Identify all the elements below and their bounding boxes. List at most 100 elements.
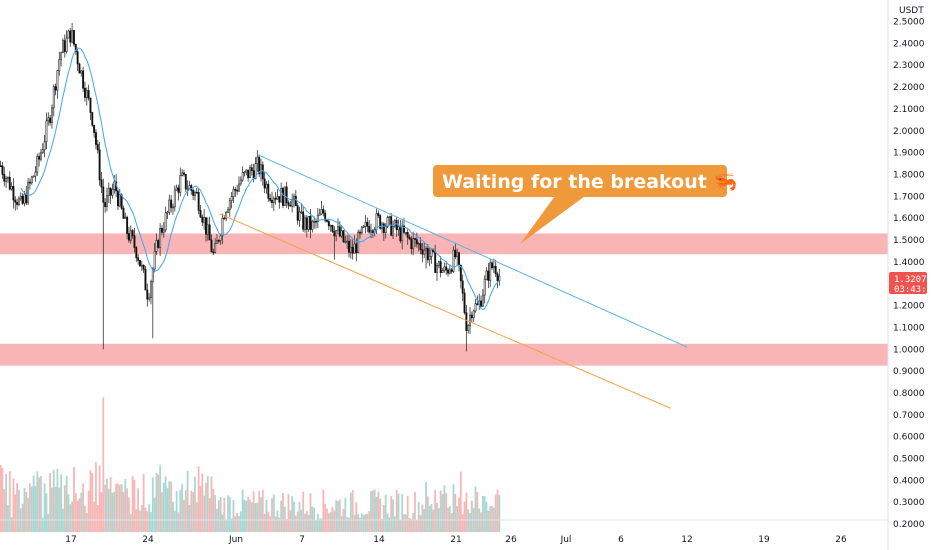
volume-bar bbox=[190, 490, 193, 533]
volume-bar bbox=[375, 496, 378, 533]
candle-body bbox=[238, 183, 240, 192]
volume-bar bbox=[131, 476, 134, 533]
y-tick-label: 0.8000 bbox=[893, 389, 925, 399]
volume-bar bbox=[384, 494, 387, 533]
candle-body bbox=[82, 70, 85, 89]
volume-bar bbox=[274, 516, 277, 533]
volume-bar bbox=[289, 510, 292, 533]
candle-body bbox=[304, 217, 306, 230]
volume-bar bbox=[239, 511, 242, 533]
volume-bar bbox=[89, 470, 92, 533]
volume-bar bbox=[351, 490, 354, 533]
x-tick-label: 26 bbox=[835, 535, 847, 545]
y-tick-label: 0.9000 bbox=[893, 367, 925, 377]
volume-bar bbox=[428, 505, 431, 533]
volume-bar bbox=[474, 486, 477, 533]
candle-body bbox=[234, 188, 237, 191]
volume-bar bbox=[206, 475, 209, 533]
candle-body bbox=[144, 269, 147, 291]
volume-bar bbox=[470, 500, 473, 533]
time-axis[interactable]: 17 24 Jun 7 14 21 26 Jul 6 12 19 26 bbox=[65, 535, 847, 545]
volume-bar bbox=[291, 496, 294, 533]
volume-bar bbox=[107, 488, 110, 533]
candle-body bbox=[106, 195, 108, 207]
candle-body bbox=[205, 217, 207, 235]
candle-body bbox=[318, 213, 321, 216]
volume-bar bbox=[1, 467, 4, 533]
y-tick-label: 2.3000 bbox=[893, 61, 925, 71]
volume-bar bbox=[150, 512, 152, 533]
candle-body bbox=[56, 70, 59, 91]
currency-label: USDT bbox=[899, 6, 924, 16]
candle-body bbox=[5, 178, 8, 182]
volume-bar bbox=[128, 497, 130, 533]
candle-body bbox=[69, 30, 72, 43]
candle-body bbox=[102, 186, 105, 203]
volume-bar bbox=[14, 494, 17, 533]
candle-body bbox=[278, 196, 281, 203]
candle-body bbox=[91, 112, 94, 126]
y-tick-label: 1.8000 bbox=[893, 170, 925, 180]
candle-body bbox=[263, 178, 266, 189]
candle-body bbox=[159, 228, 162, 248]
candle-body bbox=[173, 189, 176, 208]
volume-bar bbox=[249, 499, 251, 533]
candle-body bbox=[131, 230, 134, 237]
candle-body bbox=[203, 217, 206, 223]
candle-body bbox=[496, 273, 499, 282]
candle-body bbox=[216, 240, 218, 244]
candle-body bbox=[357, 231, 360, 254]
volume-bar bbox=[157, 474, 160, 533]
candle-body bbox=[450, 269, 453, 272]
candle-body bbox=[399, 225, 402, 242]
candle-body bbox=[300, 211, 303, 214]
current-price-tag: 1.3207 03:43:04 bbox=[889, 272, 932, 295]
volume-bar bbox=[452, 484, 455, 533]
candle-body bbox=[84, 87, 86, 98]
candle-body bbox=[250, 167, 253, 171]
volume-bar bbox=[230, 518, 233, 533]
candle-body bbox=[179, 175, 182, 193]
volume-bar bbox=[316, 513, 319, 533]
volume-bar bbox=[142, 473, 145, 533]
candle-body bbox=[481, 294, 484, 307]
volume-bar bbox=[423, 508, 426, 533]
volume-bar bbox=[243, 499, 246, 533]
volume-bar bbox=[496, 489, 499, 533]
candle-body bbox=[54, 86, 57, 91]
candle-body bbox=[17, 198, 20, 205]
y-tick-label: 0.2000 bbox=[893, 520, 925, 530]
volume-bar bbox=[164, 476, 167, 533]
candle-body bbox=[177, 187, 180, 193]
candle-body bbox=[370, 230, 372, 233]
volume-bar bbox=[439, 490, 442, 533]
candles bbox=[0, 22, 501, 352]
candle-body bbox=[316, 214, 319, 222]
candle-body bbox=[461, 280, 464, 294]
volume-bar bbox=[78, 498, 81, 533]
candle-body bbox=[45, 120, 48, 143]
candle-body bbox=[183, 172, 185, 175]
volume-bar bbox=[245, 500, 248, 533]
candle-body bbox=[140, 264, 143, 267]
x-tick-label: 12 bbox=[681, 535, 692, 545]
volume-bar bbox=[135, 509, 138, 533]
volume-bar bbox=[67, 494, 70, 533]
volume-bar bbox=[104, 484, 107, 533]
volume-bar bbox=[238, 516, 240, 533]
candle-body bbox=[313, 220, 316, 223]
volume-bar bbox=[27, 497, 30, 533]
volume-bar bbox=[483, 496, 486, 533]
candle-body bbox=[362, 225, 365, 228]
volume-bar bbox=[139, 510, 141, 533]
callout-box bbox=[433, 165, 727, 197]
y-tick-label: 2.2000 bbox=[893, 83, 925, 93]
candle-body bbox=[267, 183, 270, 199]
volume-bar bbox=[38, 477, 41, 533]
candle-body bbox=[397, 225, 400, 231]
volume-bar bbox=[459, 471, 462, 533]
volume-bar bbox=[371, 490, 374, 533]
candle-body bbox=[348, 240, 350, 253]
volume-bar bbox=[219, 496, 222, 533]
